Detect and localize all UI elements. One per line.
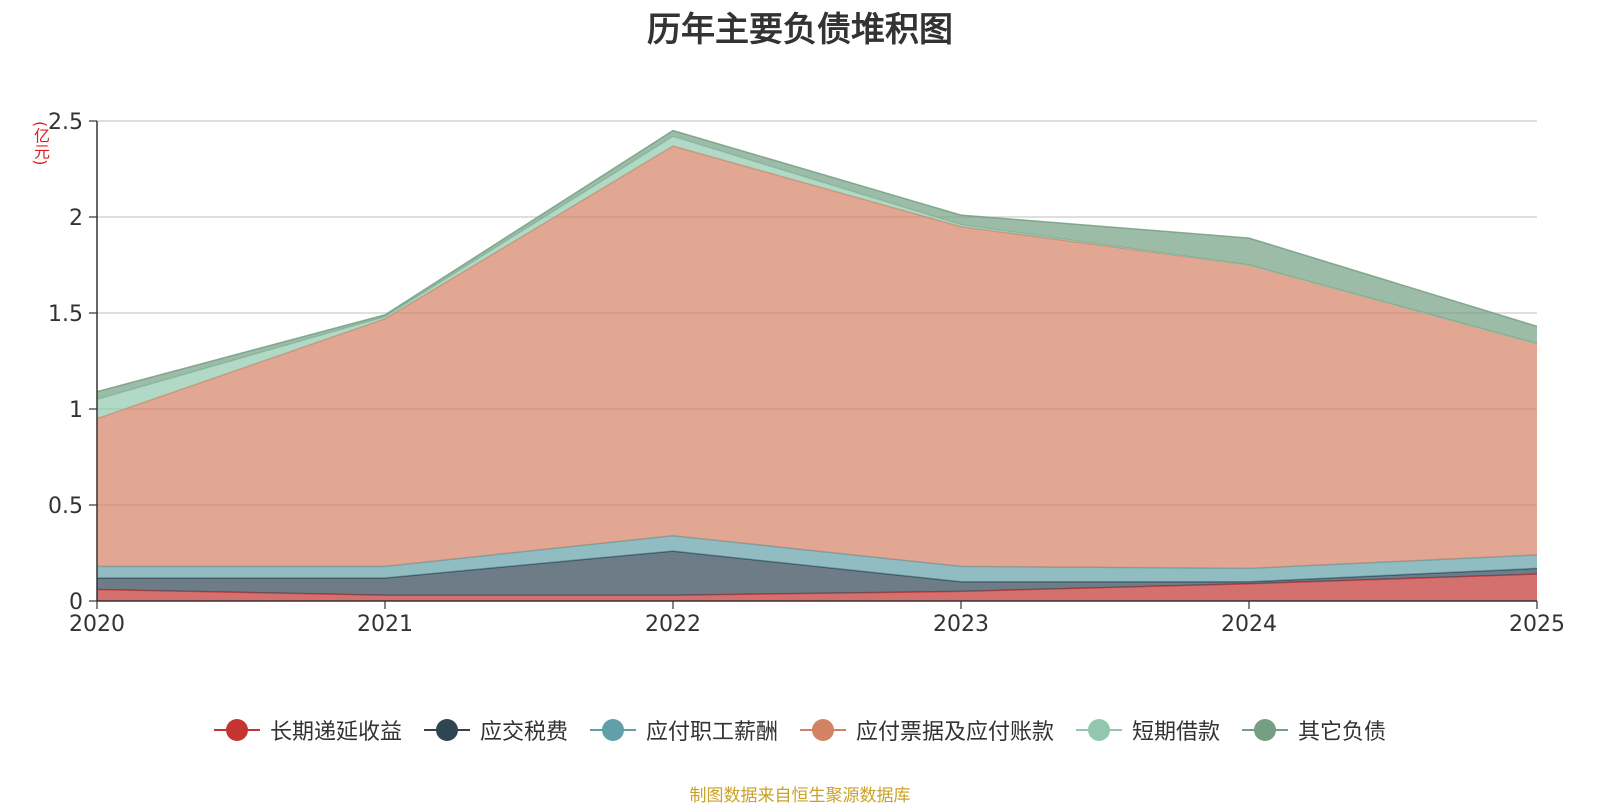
legend-marker-dot (225, 719, 248, 741)
legend-marker-icon (589, 718, 636, 742)
legend-item[interactable]: 应付票据及应付账款 (800, 714, 1054, 746)
x-tick-label: 2020 (69, 612, 125, 637)
y-tick-label: 2 (69, 206, 83, 231)
legend-item[interactable]: 其它负债 (1242, 714, 1386, 746)
y-tick-label: 0 (69, 590, 83, 615)
area-series (96, 129, 1538, 601)
legend-label: 长期递延收益 (269, 720, 402, 745)
legend-marker-dot (601, 719, 624, 741)
area-series-5 (97, 130, 1537, 400)
y-tick-label: 1.5 (48, 302, 83, 327)
source-note: 制图数据来自恒生聚源数据库 (689, 786, 911, 806)
legend-marker-dot (812, 719, 834, 741)
area-series-edge-5 (96, 129, 1538, 393)
legend-label: 其它负债 (1298, 720, 1387, 745)
legend-label: 应付职工薪酬 (645, 720, 778, 745)
legend: 长期递延收益 应交税费 应付职工薪酬 应付票据及应付账款 短期借款 其它负债 (0, 714, 1600, 746)
legend-marker-dot (1254, 719, 1277, 741)
legend-label: 应交税费 (479, 720, 568, 745)
x-tick-label: 2023 (933, 612, 989, 637)
legend-marker-icon (800, 718, 846, 742)
area-series-3 (97, 146, 1537, 569)
area-series-1 (97, 551, 1537, 596)
legend-item[interactable]: 短期借款 (1076, 714, 1220, 746)
legend-item[interactable]: 应付职工薪酬 (589, 714, 778, 746)
y-tick-label: 0.5 (48, 494, 83, 519)
x-tick-label: 2024 (1221, 612, 1277, 637)
legend-marker-icon (213, 718, 260, 742)
y-axis-unit-label: (亿元) (31, 121, 50, 166)
legend-marker-icon (423, 718, 470, 742)
y-tick-label: 2.5 (48, 110, 83, 135)
legend-item[interactable]: 长期递延收益 (213, 714, 402, 746)
axes: 0 0.5 1 1.5 2 2.5 2020 2021 2022 2023 2024 2025 (48, 110, 1565, 637)
legend-marker-dot (435, 719, 458, 741)
area-series-0 (97, 574, 1537, 601)
legend-label: 短期借款 (1132, 720, 1221, 745)
x-tick-label: 2021 (357, 612, 413, 637)
legend-item[interactable]: 应交税费 (423, 714, 568, 746)
legend-marker-icon (1242, 718, 1289, 742)
chart-title: 历年主要负债堆积图 (647, 10, 953, 50)
x-tick-label: 2025 (1509, 612, 1565, 637)
legend-label: 应付票据及应付账款 (856, 720, 1055, 745)
x-tick-label: 2022 (645, 612, 701, 637)
y-tick-label: 1 (69, 398, 83, 423)
legend-marker-dot (1088, 719, 1111, 741)
area-series-2 (97, 535, 1537, 582)
legend-marker-icon (1076, 718, 1123, 742)
